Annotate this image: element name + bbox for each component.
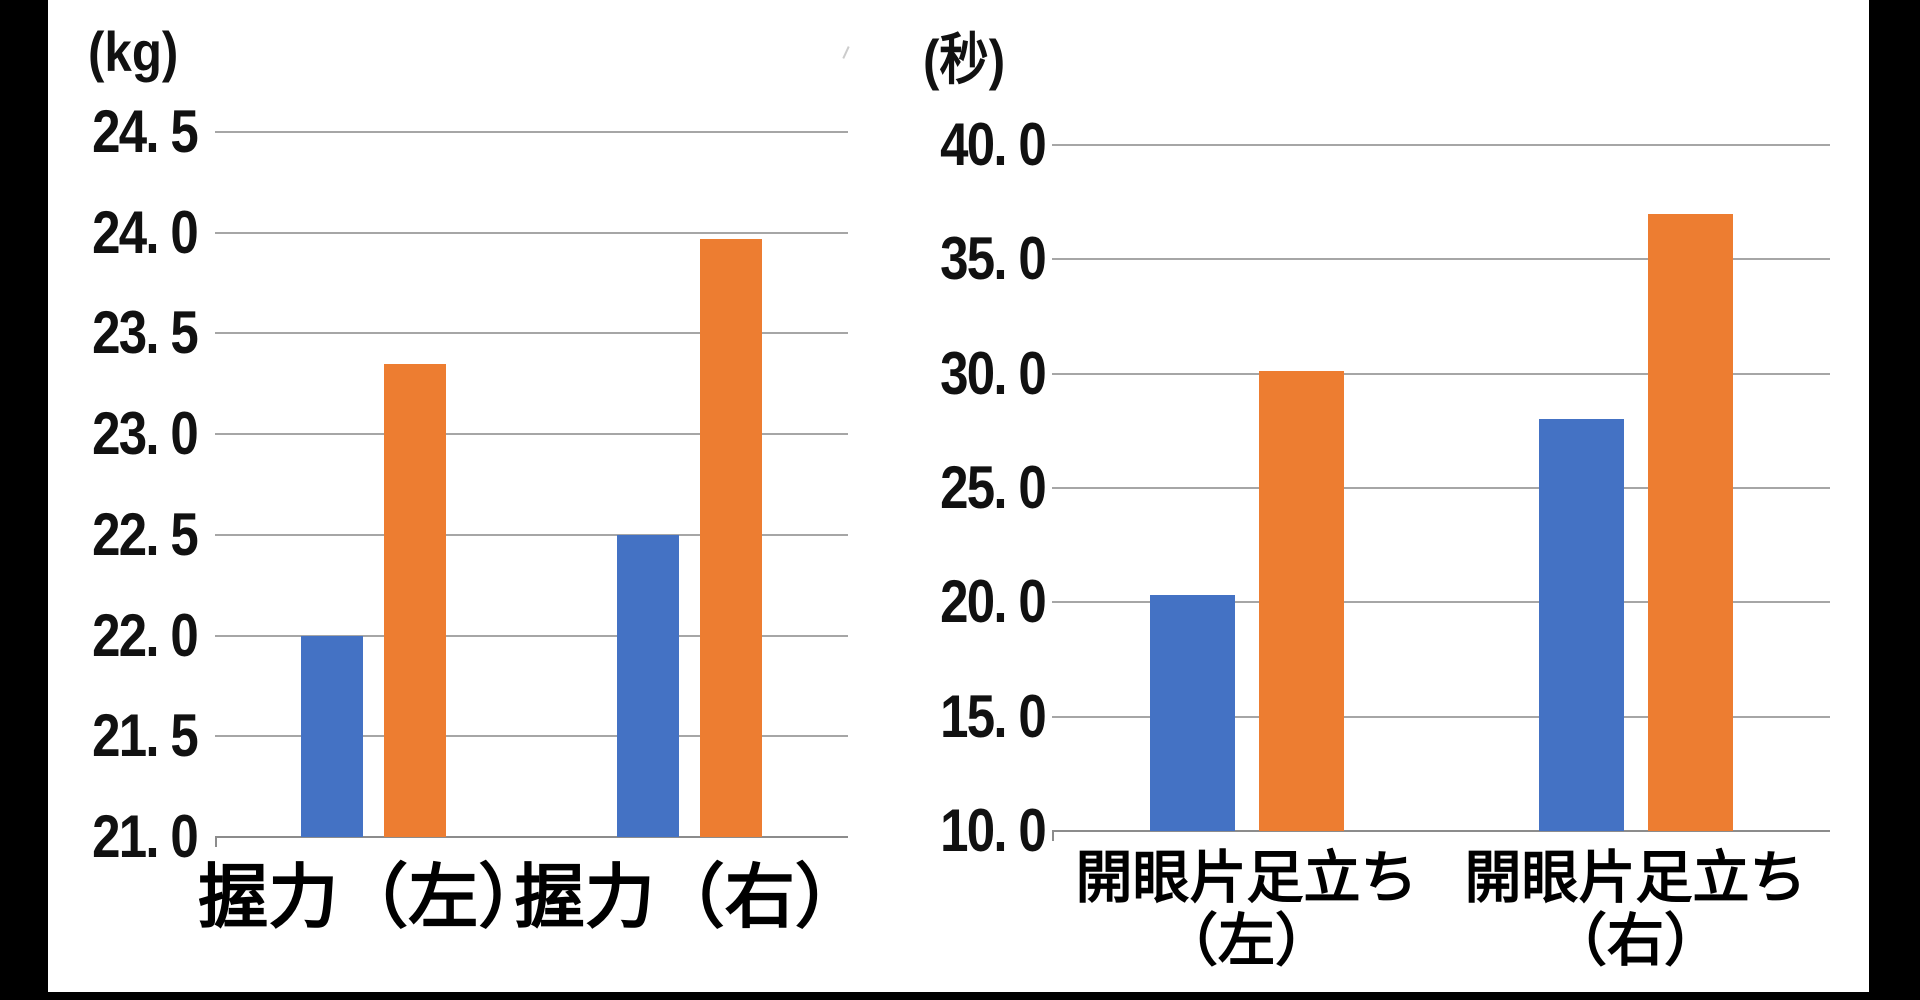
gridline: [215, 735, 848, 738]
gridline: [1052, 487, 1830, 489]
y-tick-label: 40. 0: [940, 111, 1047, 178]
gridline: [215, 634, 848, 637]
category-label: 握力（右）: [514, 858, 865, 936]
y-tick-label: 20. 0: [940, 568, 1047, 636]
bar-blue-cat1: [617, 534, 680, 837]
gridline: [215, 231, 848, 234]
gridline: [1052, 601, 1830, 604]
one-leg-stand-plot-area: 40. 0 35. 0 30. 0 25. 0 20. 0 15. 0 10. 0 開眼片足立…: [940, 115, 1830, 972]
y-tick-label: 15. 0: [940, 682, 1047, 750]
bar-blue-cat1: [1538, 419, 1624, 831]
bar-orange-cat0: [1258, 371, 1344, 831]
bar-orange-cat1: [1647, 213, 1733, 831]
y-tick-label: 21. 0: [92, 803, 199, 870]
axis-origin-tick: [215, 837, 217, 847]
one-leg-stand-chart: (秒) 40. 0 35. 0 30. 0 25. 0 20. 0 15. 0 10. 0 開…: [48, 0, 1869, 992]
bar-orange-cat0: [383, 363, 446, 837]
y-tick-label: 24. 5: [92, 98, 199, 165]
gridline: [215, 433, 848, 436]
category-label: 握力（左）: [198, 858, 549, 936]
y-tick-label: 22. 5: [92, 500, 199, 568]
category-label: 開眼片足立ち （左）: [1075, 846, 1418, 973]
x-axis-line: [1052, 830, 1830, 832]
y-axis-unit-label-seconds: (秒): [923, 28, 1006, 91]
gridline: [215, 131, 848, 133]
y-tick-label: 10. 0: [940, 797, 1047, 864]
gridline: [215, 533, 848, 536]
chart-canvas: (kg) 24. 5 24. 0 23. 5 23. 0 22. 5 22. 0 21. 5…: [48, 0, 1869, 992]
y-tick-label: 23. 0: [92, 400, 199, 468]
y-tick-label: 22. 0: [92, 601, 199, 669]
bar-blue-cat0: [300, 635, 363, 837]
y-tick-label: 23. 5: [92, 299, 199, 367]
gridline: [1052, 372, 1830, 375]
gridline: [1052, 258, 1830, 261]
y-axis-unit-label-kg: (kg): [88, 20, 179, 83]
gridline: [215, 332, 848, 335]
bar-orange-cat1: [700, 238, 763, 837]
x-axis-line: [215, 836, 848, 838]
category-label: 開眼片足立ち （右）: [1464, 846, 1807, 973]
gridline: [1052, 715, 1830, 718]
y-tick-label: 25. 0: [940, 454, 1047, 521]
bar-blue-cat0: [1149, 595, 1235, 831]
axis-origin-tick: [1052, 831, 1054, 841]
gridline: [1052, 144, 1830, 146]
grip-strength-plot-area: 24. 5 24. 0 23. 5 23. 0 22. 5 22. 0 21. 5 21. 0…: [92, 102, 865, 934]
y-tick-label: 35. 0: [940, 225, 1047, 293]
y-tick-label: 24. 0: [92, 198, 199, 266]
grip-strength-chart: (kg) 24. 5 24. 0 23. 5 23. 0 22. 5 22. 0 21. 5…: [48, 0, 1869, 992]
y-tick-label: 21. 5: [92, 702, 199, 770]
y-tick-label: 30. 0: [940, 339, 1047, 407]
